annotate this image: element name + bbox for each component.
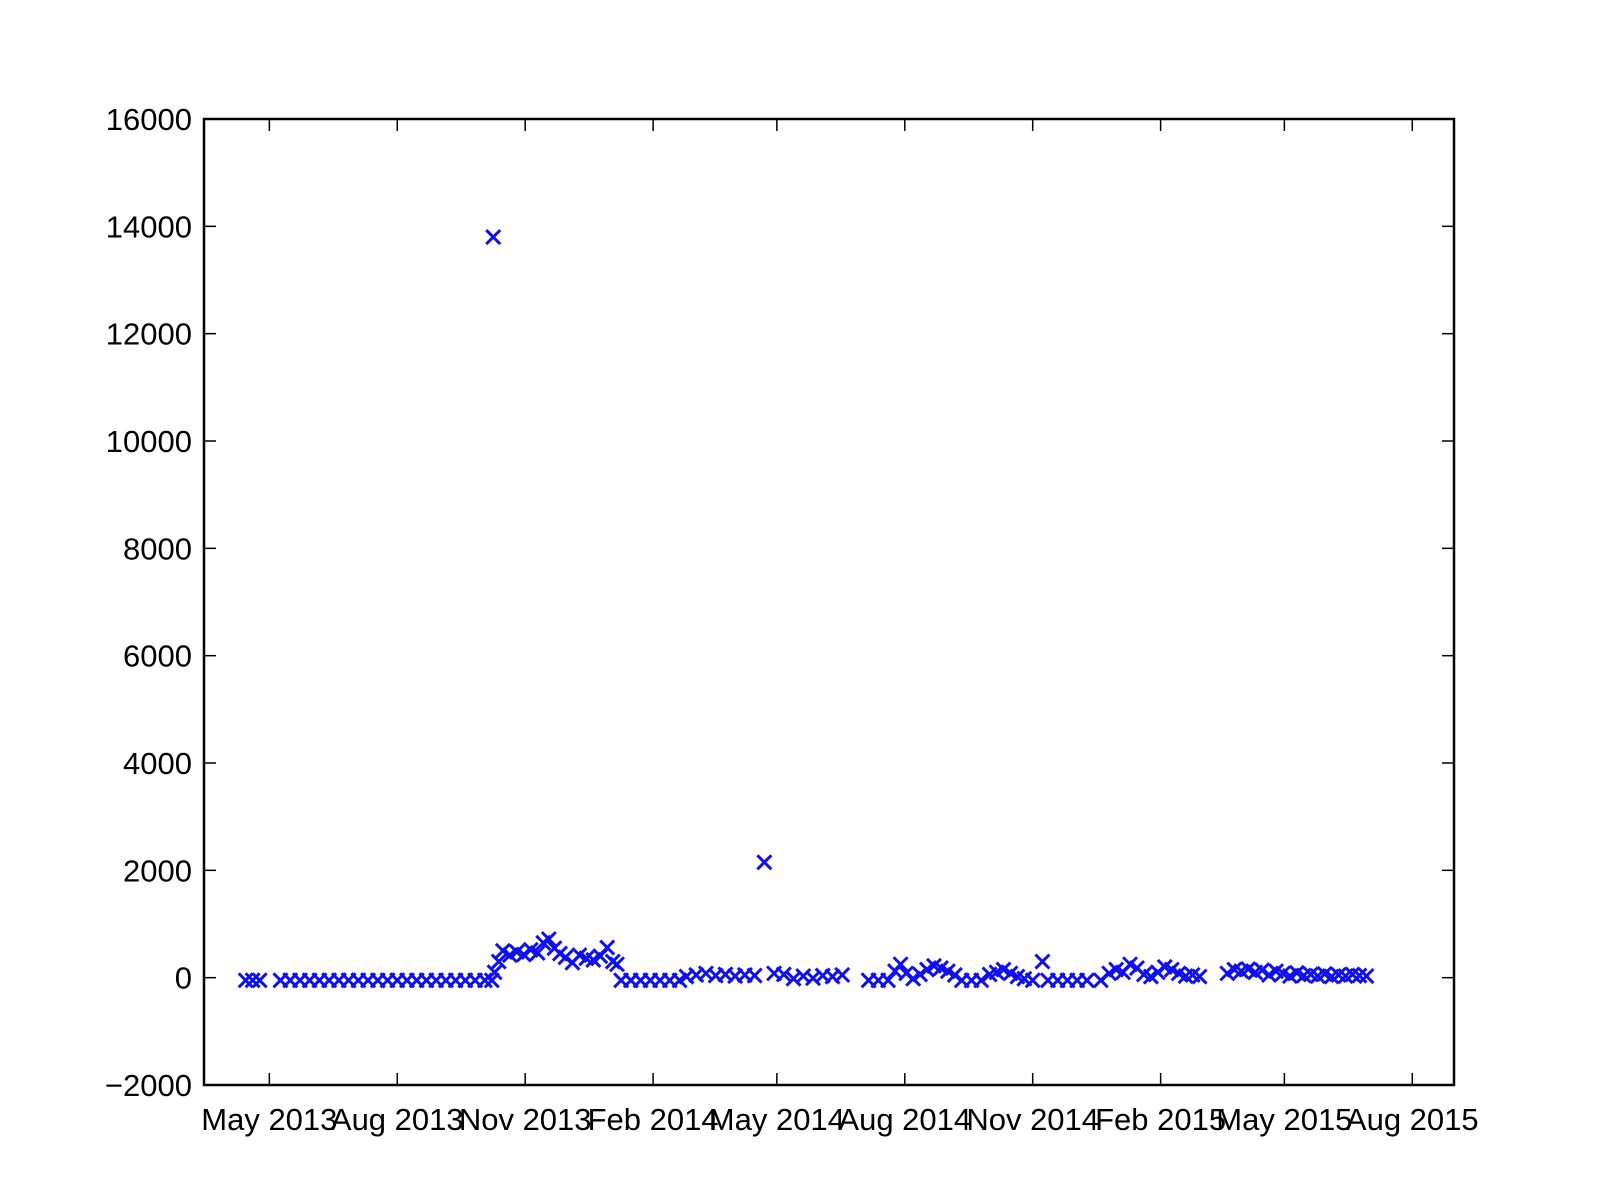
y-tick-label: 2000 bbox=[123, 853, 192, 888]
y-tick-label: 12000 bbox=[106, 317, 192, 352]
data-point bbox=[1254, 962, 1271, 979]
y-tick-label: −2000 bbox=[105, 1068, 192, 1103]
x-tick-label: Aug 2013 bbox=[331, 1102, 464, 1137]
data-point bbox=[1034, 953, 1051, 970]
x-tick-label: Feb 2015 bbox=[1095, 1102, 1226, 1137]
plot-area bbox=[202, 117, 1456, 1087]
data-point bbox=[608, 956, 626, 973]
data-point bbox=[515, 946, 532, 963]
x-tick-label: Aug 2015 bbox=[1346, 1102, 1479, 1137]
data-point bbox=[756, 854, 773, 871]
data-point bbox=[912, 966, 929, 983]
data-point bbox=[540, 930, 557, 948]
x-tick-label: Aug 2014 bbox=[838, 1102, 971, 1137]
data-point bbox=[237, 972, 254, 989]
y-tick-label: 16000 bbox=[106, 102, 192, 137]
x-tick-label: May 2015 bbox=[1216, 1102, 1352, 1137]
data-point bbox=[746, 967, 763, 984]
y-tick-label: 10000 bbox=[106, 424, 192, 459]
data-point bbox=[973, 972, 990, 989]
data-point bbox=[529, 944, 546, 962]
data-point bbox=[486, 964, 503, 981]
data-point bbox=[1078, 972, 1095, 989]
plot-frame bbox=[202, 117, 1456, 1087]
x-tick-label: May 2013 bbox=[201, 1102, 337, 1137]
data-point bbox=[1191, 968, 1208, 985]
x-tick-label: May 2014 bbox=[709, 1102, 845, 1137]
data-point bbox=[892, 956, 909, 973]
data-point bbox=[834, 966, 851, 984]
y-tick-label: 8000 bbox=[123, 531, 192, 566]
y-tick-label: 0 bbox=[175, 961, 192, 996]
y-tick-label: 4000 bbox=[123, 746, 192, 781]
x-tick-label: Nov 2013 bbox=[459, 1102, 592, 1137]
data-point bbox=[1358, 967, 1375, 985]
data-series bbox=[237, 229, 1375, 989]
data-point bbox=[880, 972, 897, 989]
data-point bbox=[244, 972, 261, 989]
data-point bbox=[485, 229, 502, 246]
data-point bbox=[775, 966, 792, 983]
data-point bbox=[1024, 972, 1041, 989]
y-tick-label: 6000 bbox=[123, 639, 192, 674]
x-tick-label: Feb 2014 bbox=[588, 1102, 719, 1137]
data-point bbox=[785, 970, 802, 987]
y-axis: 16000 14000 12000 10000 8000 6000 4000 2000 0 −20… bbox=[105, 102, 1454, 1103]
data-point bbox=[804, 970, 822, 987]
data-point bbox=[490, 953, 507, 970]
data-point bbox=[251, 972, 268, 989]
x-tick-label: Nov 2014 bbox=[966, 1102, 1099, 1137]
data-point bbox=[599, 939, 616, 956]
y-tick-label: 14000 bbox=[106, 209, 192, 244]
